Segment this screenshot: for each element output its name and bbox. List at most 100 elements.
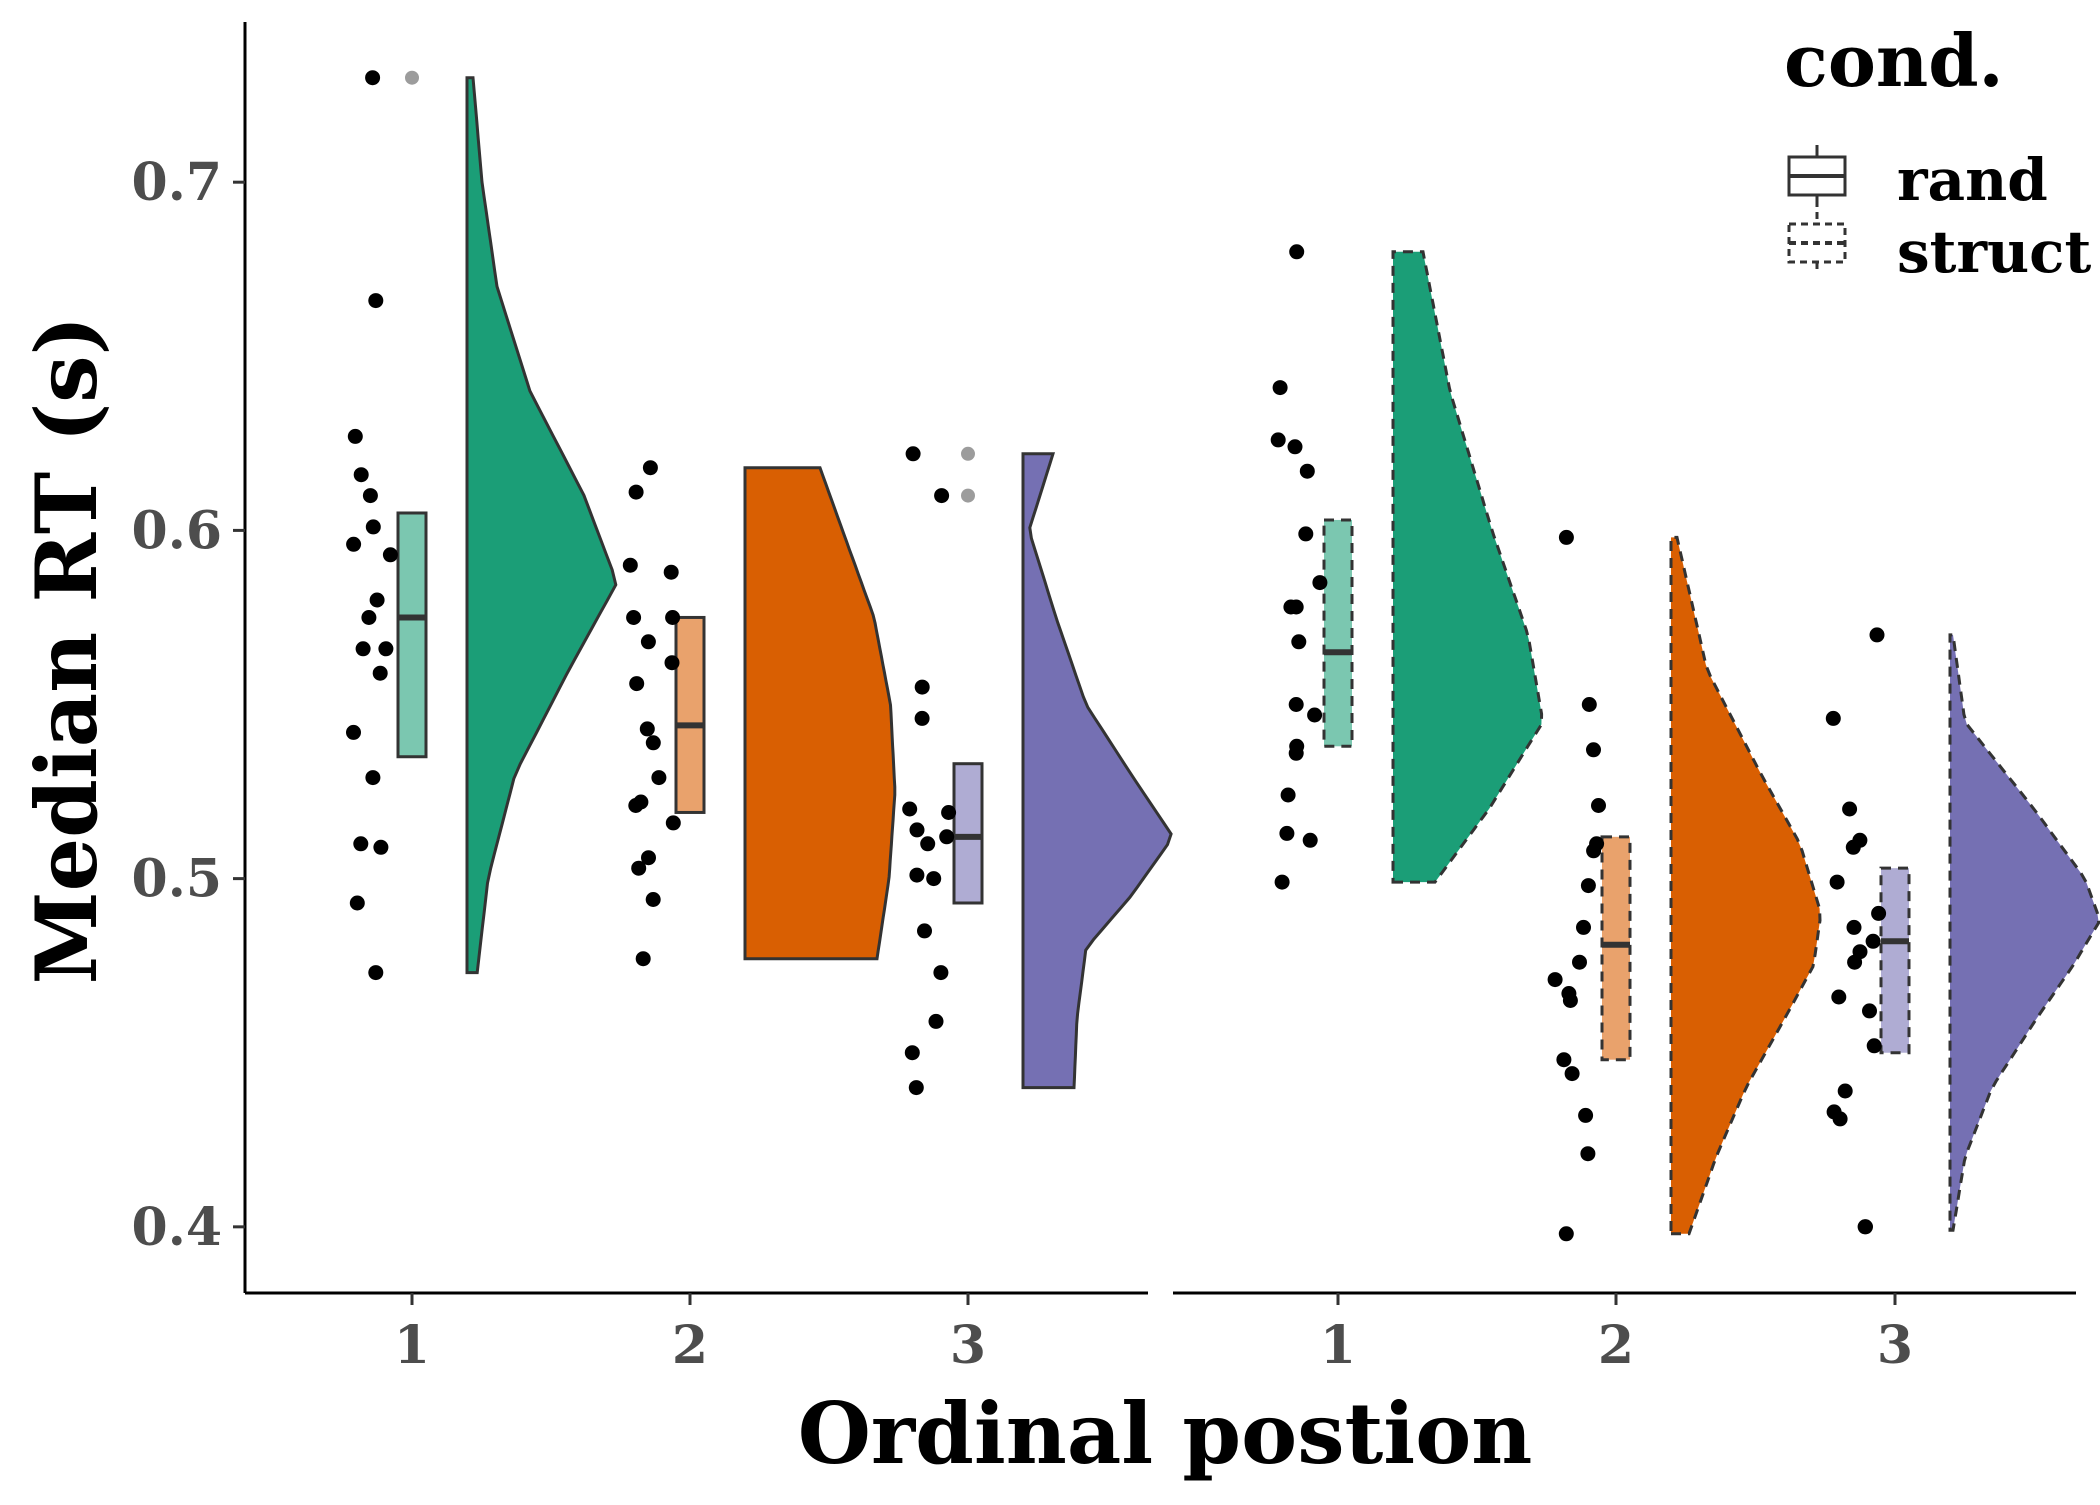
legend-label-rand: rand [1897,146,2048,214]
box-struct-3 [1879,866,1911,1055]
boxplots-layer [396,70,1911,1062]
point-struct-2-7 [1576,919,1591,935]
outlier-rand-1-0 [405,70,419,85]
point-rand-2-2 [622,557,638,573]
point-struct-3-1 [1825,710,1841,726]
point-rand-2-0 [642,460,658,476]
point-rand-1-3 [353,467,369,483]
point-struct-2-6 [1580,878,1596,894]
point-struct-2-15 [1580,1146,1596,1162]
point-struct-3-13 [1866,1038,1882,1054]
y-axis-title: Median RT (s) [17,316,116,985]
point-struct-3-4 [1845,839,1861,855]
point-struct-3-18 [1857,1219,1873,1235]
point-struct-1-4 [1299,463,1315,479]
point-rand-3-8 [920,836,936,852]
point-rand-2-14 [665,815,681,831]
box-rand-1 [396,511,428,759]
point-struct-1-10 [1288,697,1304,712]
x-tick-label-rand-3: 3 [950,1315,986,1376]
point-struct-3-6 [1871,905,1887,921]
point-rand-2-5 [626,610,642,625]
violin-rand-2 [743,466,897,961]
violin-struct-3 [1948,633,2100,1232]
point-struct-1-15 [1279,825,1295,841]
point-rand-3-3 [914,710,930,726]
point-struct-2-12 [1556,1052,1572,1068]
point-struct-2-8 [1572,954,1587,970]
point-rand-3-1 [934,488,950,504]
point-rand-3-10 [926,871,942,887]
point-struct-2-5 [1586,843,1602,859]
legend-key-rand [1787,145,1847,207]
point-rand-3-4 [902,801,918,817]
point-struct-1-16 [1302,832,1318,848]
violins-layer [465,76,2100,1236]
point-rand-2-6 [640,634,656,650]
point-rand-3-5 [941,805,957,820]
y-tick-label-0.4: 0.4 [132,1197,222,1258]
point-rand-2-10 [645,735,661,751]
point-rand-2-15 [641,850,656,866]
point-rand-1-4 [362,488,378,504]
violin-rand-1 [465,76,618,975]
x-tick-label-rand-1: 1 [394,1315,430,1376]
x-tick-label-rand-2: 2 [672,1315,708,1376]
violin-rand-3 [1021,452,1173,1090]
point-rand-1-16 [373,839,389,855]
point-rand-1-8 [369,592,385,608]
point-struct-3-5 [1829,874,1845,890]
point-rand-1-15 [353,836,369,852]
point-rand-1-18 [368,965,384,981]
point-rand-3-15 [908,1080,924,1096]
y-tick-label-0.5: 0.5 [132,849,222,910]
point-struct-1-11 [1307,707,1323,723]
point-rand-1-1 [368,293,384,309]
point-struct-3-8 [1865,933,1881,949]
point-rand-1-10 [355,641,371,657]
legend-key-struct [1787,212,1847,274]
point-rand-1-5 [365,519,381,535]
point-struct-3-14 [1837,1083,1853,1099]
x-axis-title: Ordinal postion [798,1384,1533,1483]
point-rand-3-13 [928,1013,944,1029]
point-struct-1-1 [1272,380,1288,396]
point-struct-2-3 [1591,798,1606,813]
point-rand-2-17 [645,892,661,907]
box-rand-2 [674,615,706,814]
point-rand-1-14 [365,770,381,786]
point-rand-1-7 [382,547,398,563]
point-struct-1-9 [1291,634,1307,650]
box-rand-3 [952,762,984,905]
point-struct-2-11 [1562,993,1578,1008]
outlier-rand-3-0 [961,446,975,461]
point-struct-1-6 [1312,575,1328,591]
point-rand-1-6 [346,536,362,552]
point-rand-1-9 [361,610,377,625]
outlier-rand-3-1 [961,488,975,503]
point-struct-2-0 [1558,529,1574,545]
point-struct-1-17 [1274,874,1290,890]
box-struct-2 [1600,835,1632,1062]
point-rand-2-16 [631,860,647,876]
point-struct-2-16 [1558,1226,1574,1242]
axes-layer: 1 2 3 1 2 3 0.4 0.5 0.6 0.7 [132,22,2076,1376]
legend-label-struct: struct [1897,218,2091,286]
point-rand-2-11 [651,770,667,786]
point-struct-2-1 [1581,697,1597,712]
violin-struct-1 [1391,250,1544,884]
point-struct-1-13 [1288,745,1304,761]
point-struct-3-11 [1831,989,1847,1005]
point-struct-2-2 [1586,742,1601,758]
point-rand-3-9 [909,867,925,883]
box-struct-1 [1322,518,1354,748]
point-rand-2-3 [663,564,679,580]
point-struct-2-9 [1547,972,1563,988]
point-rand-3-2 [914,679,930,695]
point-rand-2-9 [639,721,655,737]
point-struct-1-14 [1280,787,1296,803]
point-rand-3-0 [905,446,921,462]
y-tick-label-0.6: 0.6 [132,500,222,561]
point-struct-1-8 [1288,599,1304,615]
